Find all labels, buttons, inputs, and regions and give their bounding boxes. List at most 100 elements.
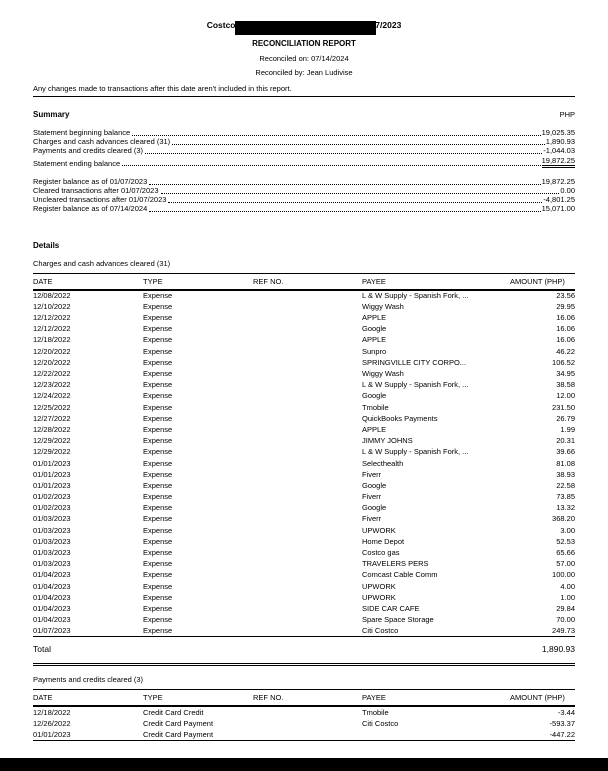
cell-date: 01/03/2023 [33, 548, 71, 558]
cell-date: 12/18/2022 [33, 335, 71, 345]
summary-row: Payments and credits cleared (3) -1,044.… [33, 146, 575, 155]
summary-row-label: Register balance as of 01/07/2023 [33, 176, 148, 186]
cell-refno [253, 413, 362, 424]
cell-type: Expense [143, 301, 173, 311]
table-row: 01/03/2023 Expense Home Depot 52.53 [33, 536, 575, 547]
cell-type: Expense [143, 458, 173, 468]
cell-type: Expense [143, 615, 173, 625]
column-header-amount: AMOUNT (PHP) [510, 689, 575, 708]
cell-amount: -593.37 [549, 718, 575, 728]
cell-payee: Fiverr [362, 514, 382, 524]
cell-type: Expense [143, 346, 173, 356]
cell-amount: 81.08 [556, 458, 575, 468]
cell-type: Expense [143, 503, 173, 513]
cell-type: Expense [143, 592, 173, 602]
cell-date: 01/01/2023 [33, 458, 71, 468]
cell-amount: 100.00 [552, 570, 575, 580]
cell-date: 12/22/2022 [33, 369, 71, 379]
cell-type: Expense [143, 570, 173, 580]
cell-payee: Google [362, 324, 387, 334]
cell-refno [253, 457, 362, 468]
cell-refno [253, 323, 362, 334]
summary-row: Statement beginning balance 19,025.35 [33, 128, 575, 137]
cell-type: Expense [143, 413, 173, 423]
cell-date: 01/01/2023 [33, 480, 71, 490]
summary-row-label: Statement beginning balance [33, 128, 131, 137]
cell-refno [253, 491, 362, 502]
cell-payee: QuickBooks Payments [362, 413, 438, 423]
total-value: 1,890.93 [541, 644, 575, 655]
dotted-leader [145, 153, 543, 155]
table-row: 01/01/2023 Credit Card Payment -447.22 [33, 729, 575, 740]
cell-type: Expense [143, 559, 173, 569]
table-row: 12/22/2022 Expense Wiggy Wash 34.95 [33, 368, 575, 379]
cell-amount: 231.50 [552, 402, 575, 412]
cell-payee: Spare Space Storage [362, 615, 434, 625]
cell-refno [253, 379, 362, 390]
cell-date: 01/03/2023 [33, 514, 71, 524]
report-page: Costco Business CITI, Period Ending 01/0… [0, 21, 608, 741]
cell-payee: APPLE [362, 335, 387, 345]
summary-row-label: Statement ending balance [33, 158, 121, 168]
cell-amount: 73.85 [556, 492, 575, 502]
cell-type: Expense [143, 514, 173, 524]
dotted-leader [168, 201, 543, 203]
cell-payee: Google [362, 480, 387, 490]
cell-date: 01/03/2023 [33, 536, 71, 546]
table-row: 12/12/2022 Expense APPLE 16.06 [33, 312, 575, 323]
table-row: 12/29/2022 Expense L & W Supply - Spanis… [33, 446, 575, 457]
cell-date: 12/10/2022 [33, 301, 71, 311]
cell-type: Expense [143, 436, 173, 446]
cell-payee: L & W Supply - Spanish Fork, ... [362, 447, 469, 457]
cell-amount: 1.99 [560, 424, 575, 434]
cell-payee: Google [362, 391, 387, 401]
table-row: 12/20/2022 Expense SPRINGVILLE CITY CORP… [33, 357, 575, 368]
changes-notice: Any changes made to transactions after t… [33, 85, 575, 97]
column-header-payee: PAYEE [362, 272, 510, 291]
cell-date: 12/20/2022 [33, 357, 71, 367]
table-row: 01/03/2023 Expense TRAVELERS PERS 57.00 [33, 558, 575, 569]
cell-date: 12/25/2022 [33, 402, 71, 412]
cell-amount: 12.00 [556, 391, 575, 401]
redacted-footer-bar [0, 758, 608, 771]
dotted-leader [172, 143, 545, 145]
table-row: 12/10/2022 Expense Wiggy Wash 29.95 [33, 301, 575, 312]
cell-date: 12/27/2022 [33, 413, 71, 423]
cell-refno [253, 718, 362, 729]
report-subtitle: RECONCILIATION REPORT [252, 39, 356, 48]
cell-date: 12/23/2022 [33, 380, 71, 390]
cell-refno [253, 525, 362, 536]
cell-refno [253, 469, 362, 480]
cell-type: Expense [143, 424, 173, 434]
cell-payee: Google [362, 503, 387, 513]
cell-date: 12/26/2022 [33, 718, 71, 728]
cell-date: 01/07/2023 [33, 626, 71, 636]
table-row: 01/04/2023 Expense SIDE CAR CAFE 29.84 [33, 603, 575, 614]
cell-refno [253, 536, 362, 547]
summary-row-label: Uncleared transactions after 01/07/2023 [33, 195, 167, 205]
column-header-payee: PAYEE [362, 689, 510, 708]
summary-row-value: -1,044.03 [543, 146, 575, 156]
cell-refno [253, 603, 362, 614]
cell-payee: Wiggy Wash [362, 301, 404, 311]
cell-type: Credit Card Credit [143, 708, 204, 718]
cell-refno [253, 592, 362, 603]
cell-refno [253, 581, 362, 592]
cell-refno [253, 402, 362, 413]
cell-type: Expense [143, 480, 173, 490]
cell-payee: Home Depot [362, 536, 405, 546]
summary-row: Cleared transactions after 01/07/2023 0.… [33, 186, 575, 195]
cell-amount: 57.00 [556, 559, 575, 569]
cell-payee: TRAVELERS PERS [362, 559, 429, 569]
table-row: 12/12/2022 Expense Google 16.06 [33, 323, 575, 334]
cell-refno [253, 357, 362, 368]
cell-amount: 3.00 [560, 525, 575, 535]
summary-row: Register balance as of 01/07/2023 19,872… [33, 177, 575, 186]
cell-payee: SPRINGVILLE CITY CORPO... [362, 357, 467, 367]
cell-payee: Citi Costco [362, 626, 399, 636]
cell-date: 01/01/2023 [33, 469, 71, 479]
dotted-leader [132, 134, 541, 136]
cell-date: 01/01/2023 [33, 729, 71, 739]
table-row: 01/04/2023 Expense Spare Space Storage 7… [33, 614, 575, 625]
table-row: 12/27/2022 Expense QuickBooks Payments 2… [33, 413, 575, 424]
